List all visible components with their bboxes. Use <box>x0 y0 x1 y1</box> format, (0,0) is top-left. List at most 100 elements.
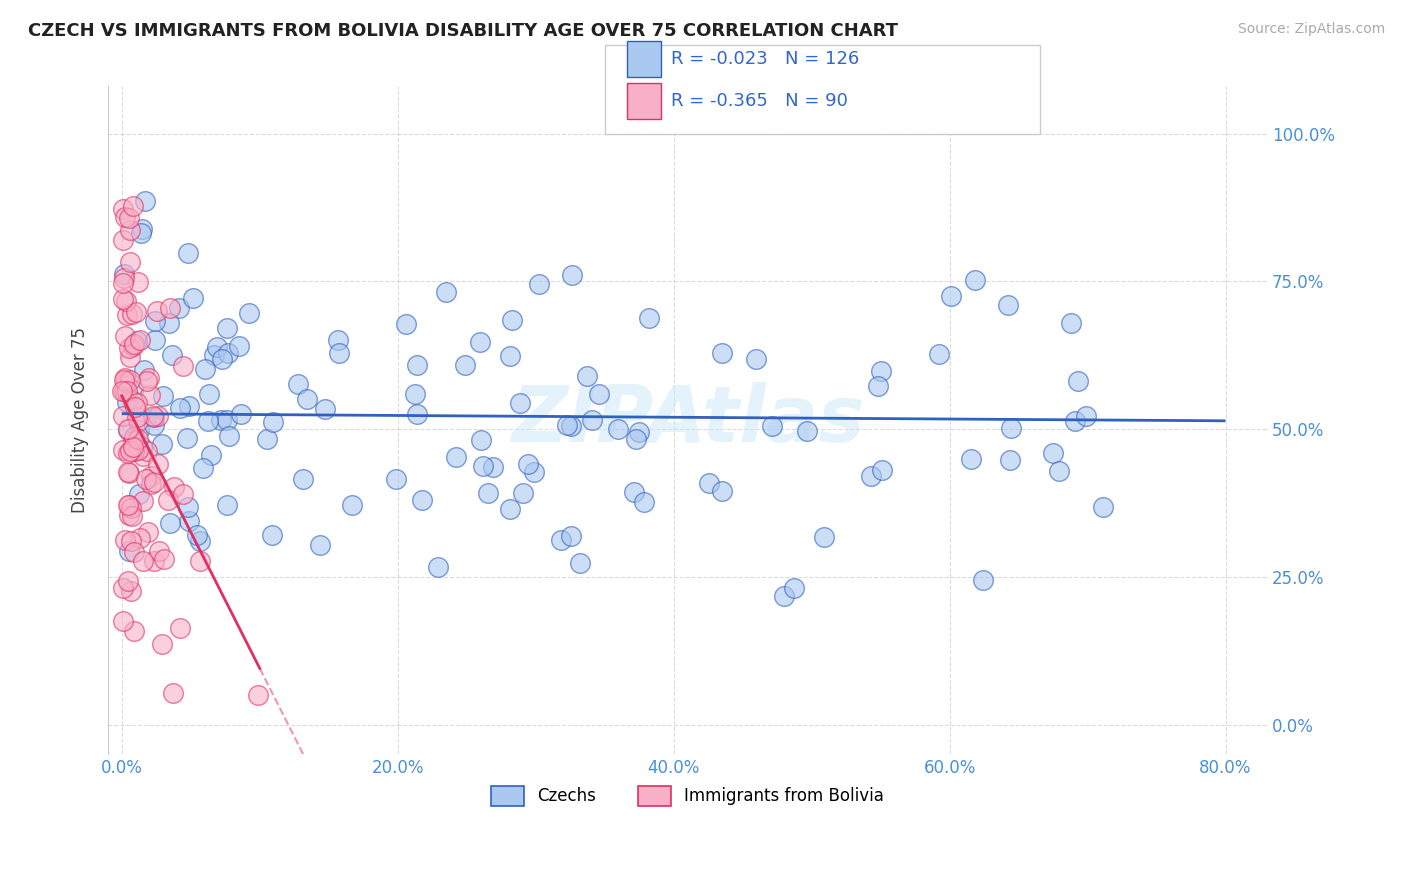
Point <box>188 533 211 548</box>
Point <box>626 432 648 446</box>
Point <box>218 429 240 443</box>
Point <box>197 414 219 428</box>
Point <box>122 430 145 444</box>
Point <box>179 514 201 528</box>
Point <box>561 268 583 282</box>
Point <box>142 409 165 424</box>
Point <box>111 581 134 595</box>
Point <box>172 487 194 501</box>
Point <box>314 402 336 417</box>
Point <box>581 412 603 426</box>
Point <box>411 492 433 507</box>
Point <box>135 472 157 486</box>
Point <box>122 394 145 409</box>
Point <box>138 371 160 385</box>
Point <box>211 352 233 367</box>
Point <box>292 472 315 486</box>
Point <box>711 484 734 499</box>
Point <box>256 432 278 446</box>
Point <box>134 194 156 208</box>
Point <box>128 487 150 501</box>
Point <box>623 485 645 500</box>
Point <box>112 292 135 306</box>
Point <box>328 333 350 347</box>
Point <box>633 495 655 509</box>
Text: R = -0.023   N = 126: R = -0.023 N = 126 <box>671 50 859 68</box>
Point <box>143 418 166 433</box>
Point <box>125 305 148 319</box>
Point <box>941 289 963 303</box>
Point <box>118 254 141 268</box>
Point <box>124 545 146 559</box>
Point <box>499 349 522 363</box>
Point <box>1076 409 1098 423</box>
Point <box>122 624 145 638</box>
Point <box>114 384 136 398</box>
Point <box>118 508 141 523</box>
Point <box>509 396 531 410</box>
Point <box>145 334 167 348</box>
Point <box>121 384 143 398</box>
Point <box>112 268 135 282</box>
Point <box>972 574 994 588</box>
Text: CZECH VS IMMIGRANTS FROM BOLIVIA DISABILITY AGE OVER 75 CORRELATION CHART: CZECH VS IMMIGRANTS FROM BOLIVIA DISABIL… <box>28 22 898 40</box>
Point <box>177 500 200 514</box>
Point <box>188 554 211 568</box>
Point <box>406 407 429 421</box>
Point <box>127 396 149 410</box>
Point <box>1066 374 1088 388</box>
Point <box>146 409 169 424</box>
Point <box>136 525 159 540</box>
Point <box>481 459 503 474</box>
Point <box>112 372 135 386</box>
Point <box>111 276 134 290</box>
Point <box>114 210 136 224</box>
Y-axis label: Disability Age Over 75: Disability Age Over 75 <box>72 327 89 513</box>
Legend: Czechs, Immigrants from Bolivia: Czechs, Immigrants from Bolivia <box>484 779 891 813</box>
Text: Source: ZipAtlas.com: Source: ZipAtlas.com <box>1237 22 1385 37</box>
Point <box>114 329 136 343</box>
Point <box>200 448 222 462</box>
Point <box>152 389 174 403</box>
Point <box>637 310 659 325</box>
Point <box>117 308 139 322</box>
Point <box>340 498 363 512</box>
Point <box>139 469 162 483</box>
Point <box>132 554 155 568</box>
Point <box>111 614 134 628</box>
Point <box>529 277 551 291</box>
Point <box>117 211 139 226</box>
Point <box>122 434 145 448</box>
Point <box>122 443 145 458</box>
Point <box>262 415 284 429</box>
Point <box>114 533 136 548</box>
Point <box>176 431 198 445</box>
Point <box>217 413 239 427</box>
Point <box>172 359 194 373</box>
Point <box>115 394 138 409</box>
Point <box>231 407 253 421</box>
Point <box>131 440 153 454</box>
Point <box>209 413 232 427</box>
Point <box>468 334 491 349</box>
Point <box>112 409 135 423</box>
Point <box>295 392 318 406</box>
Point <box>1092 500 1115 515</box>
Point <box>960 451 983 466</box>
Point <box>1047 465 1070 479</box>
Point <box>928 347 950 361</box>
Point <box>697 475 720 490</box>
Text: R = -0.365   N = 90: R = -0.365 N = 90 <box>671 92 848 110</box>
Point <box>395 317 418 331</box>
Point <box>783 581 806 595</box>
Point <box>127 334 149 348</box>
Point <box>169 401 191 416</box>
Point <box>120 534 142 549</box>
Point <box>132 494 155 508</box>
Point <box>568 556 591 570</box>
Point <box>260 528 283 542</box>
Point <box>1000 453 1022 467</box>
Point <box>869 364 891 378</box>
Point <box>157 492 180 507</box>
Point <box>145 314 167 328</box>
